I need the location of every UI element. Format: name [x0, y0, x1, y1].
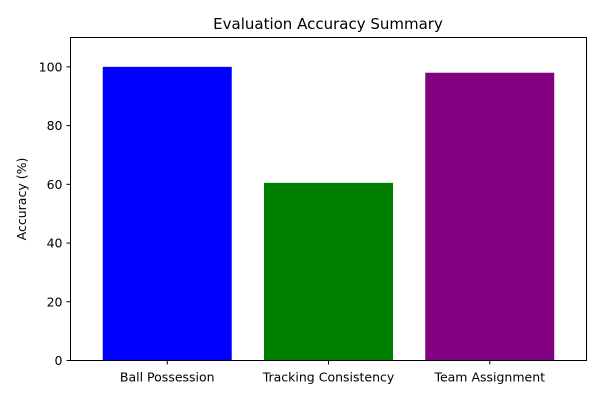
y-tick-label: 0	[55, 353, 63, 368]
x-tick-label: Tracking Consistency	[262, 370, 395, 385]
chart-title: Evaluation Accuracy Summary	[213, 15, 443, 33]
bar-tracking-consistency	[264, 182, 393, 361]
x-tick-label: Team Assignment	[433, 370, 545, 385]
y-axis-label: Accuracy (%)	[14, 158, 29, 241]
bar-ball-possession	[102, 66, 232, 361]
y-axis-ticks: 0 20 40 60 80 100	[39, 59, 71, 368]
bar-team-assignment	[425, 72, 555, 361]
y-tick-label: 80	[47, 118, 63, 133]
y-tick-label: 40	[47, 236, 63, 251]
bars-group	[102, 66, 555, 361]
x-tick-label: Ball Possession	[120, 370, 215, 385]
y-tick-label: 60	[47, 177, 63, 192]
x-axis-ticks: Ball Possession Tracking Consistency Team …	[120, 360, 545, 385]
plot-frame	[70, 37, 587, 361]
y-tick-label: 20	[47, 294, 63, 309]
y-tick-label: 100	[39, 59, 63, 74]
